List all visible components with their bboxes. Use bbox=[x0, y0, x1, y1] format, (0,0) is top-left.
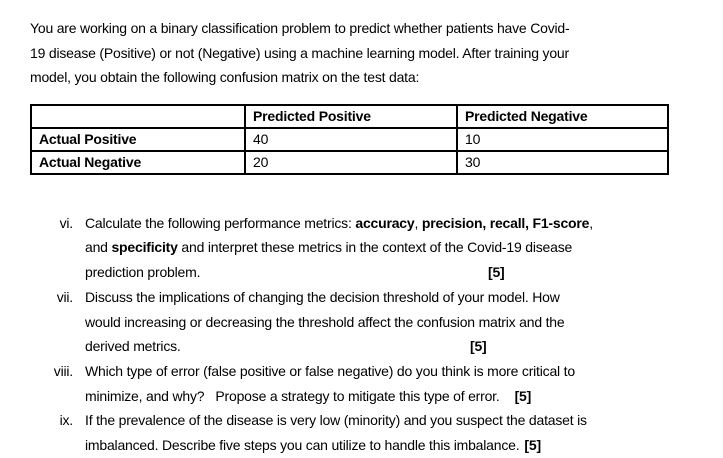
row-label-actual-positive: Actual Positive bbox=[30, 126, 246, 152]
question-number: ix. bbox=[59, 412, 74, 429]
question-list: vi. Calculate the following performance … bbox=[30, 211, 703, 458]
cell-false-negative: 10 bbox=[456, 126, 669, 152]
col-header-predicted-positive: Predicted Positive bbox=[244, 103, 458, 129]
question-text-line: Discuss the implications of changing the… bbox=[85, 288, 560, 305]
marks-badge: [5] bbox=[470, 338, 487, 355]
question-text-line: Calculate the following performance metr… bbox=[85, 214, 593, 231]
intro-line: model, you obtain the following confusio… bbox=[30, 69, 420, 86]
intro-line: 19 disease (Positive) or not (Negative) … bbox=[30, 44, 569, 61]
col-header-predicted-negative: Predicted Negative bbox=[456, 103, 669, 129]
question-text-line: and specificity and interpret these metr… bbox=[85, 239, 573, 256]
question-viii: viii. Which type of error (false positiv… bbox=[30, 359, 703, 408]
question-number: vi. bbox=[59, 214, 74, 231]
row-label-actual-negative: Actual Negative bbox=[30, 149, 246, 175]
question-ix: ix. If the prevalence of the disease is … bbox=[30, 408, 703, 457]
question-vii: vii. Discuss the implications of changin… bbox=[30, 285, 703, 359]
table-header-row: Predicted Positive Predicted Negative bbox=[30, 103, 669, 129]
question-number: vii. bbox=[56, 288, 74, 305]
question-text-line: imbalanced. Describe five steps you can … bbox=[85, 436, 541, 453]
marks-badge: [5] bbox=[488, 264, 505, 281]
intro-paragraph: You are working on a binary classificati… bbox=[30, 16, 703, 90]
question-text-line: prediction problem. [5] bbox=[85, 260, 703, 285]
marks-badge: [5] bbox=[514, 387, 532, 404]
confusion-matrix-table: Predicted Positive Predicted Negative Ac… bbox=[30, 103, 669, 175]
intro-line: You are working on a binary classificati… bbox=[30, 20, 570, 36]
question-text-line: minimize, and why? Propose a strategy to… bbox=[85, 387, 532, 404]
cell-true-negative: 30 bbox=[456, 149, 669, 175]
question-text-line: derived metrics. [5] bbox=[85, 334, 703, 359]
question-text-line: would increasing or decreasing the thres… bbox=[85, 313, 565, 330]
table-row-actual-positive: Actual Positive 40 10 bbox=[30, 126, 669, 152]
cell-true-positive: 40 bbox=[244, 126, 458, 152]
table-row-actual-negative: Actual Negative 20 30 bbox=[30, 149, 669, 175]
question-vi: vi. Calculate the following performance … bbox=[30, 211, 703, 285]
question-text-line: If the prevalence of the disease is very… bbox=[85, 412, 587, 429]
question-text-line: Which type of error (false positive or f… bbox=[85, 362, 575, 379]
corner-cell bbox=[30, 103, 246, 129]
marks-badge: [5] bbox=[524, 436, 541, 453]
cell-false-positive: 20 bbox=[244, 149, 458, 175]
question-number: viii. bbox=[53, 362, 73, 379]
